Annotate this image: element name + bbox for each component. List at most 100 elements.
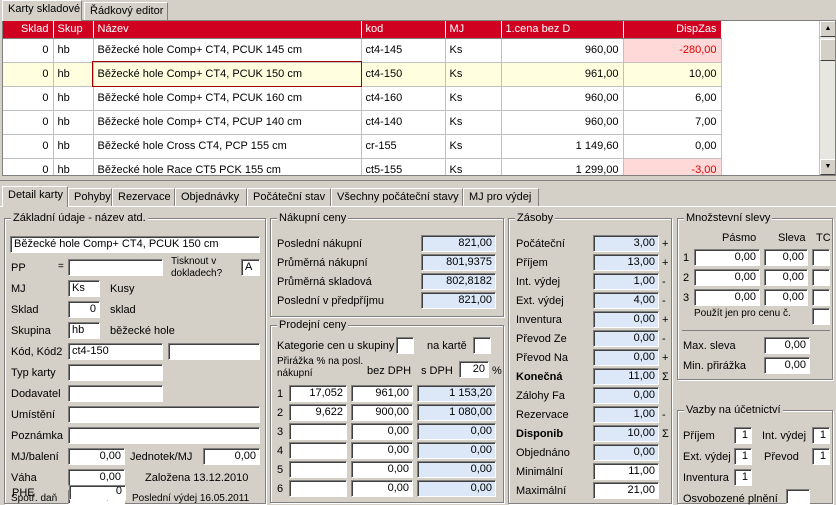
tab-karty-skladove[interactable]: Karty skladové	[2, 0, 82, 21]
col-header-mj[interactable]: MJ	[445, 21, 502, 39]
cena-bez-dph-field[interactable]: 0,00	[351, 423, 413, 440]
cell-sklad[interactable]: 0	[3, 38, 54, 63]
cell-mj[interactable]: Ks	[445, 134, 502, 159]
prumerna-skladova-field[interactable]: 802,8182	[421, 273, 496, 290]
tab-vsechny-pocatecni-stavy[interactable]: Všechny počáteční stavy	[331, 188, 463, 206]
mj-field[interactable]: Ks	[68, 280, 100, 297]
cena-s-dph-field[interactable]: 0,00	[417, 461, 496, 478]
cell-dispzas[interactable]: -3,00	[623, 158, 722, 175]
cell-nazev[interactable]: Běžecké hole Comp+ CT4, PCUP 140 cm	[93, 110, 362, 135]
tab-rezervace[interactable]: Rezervace	[112, 188, 175, 206]
cell-skup[interactable]: hb	[53, 62, 94, 87]
cell-kod[interactable]: cr-155	[361, 134, 446, 159]
cell-dispzas[interactable]: 0,00	[623, 134, 722, 159]
cell-mj[interactable]: Ks	[445, 158, 502, 175]
cell-skup[interactable]: hb	[53, 134, 94, 159]
table-row[interactable]: 0 hb Běžecké hole Cross CT4, PCP 155 cm …	[3, 134, 722, 159]
na-karte-checkbox[interactable]	[473, 337, 491, 354]
phe-field[interactable]: 0	[69, 485, 126, 500]
scroll-down-icon[interactable]: ▼	[820, 159, 835, 175]
kod2-field[interactable]	[168, 343, 260, 360]
cell-cena[interactable]: 960,00	[501, 86, 624, 111]
prirazka-field[interactable]	[289, 480, 347, 497]
sleva-field[interactable]: 0,00	[764, 269, 808, 286]
posledni-predprijem-field[interactable]: 821,00	[421, 292, 496, 309]
tc-checkbox[interactable]	[812, 269, 830, 286]
cell-skup[interactable]: hb	[53, 110, 94, 135]
table-row[interactable]: 0 hb Běžecké hole Comp+ CT4, PCUK 145 cm…	[3, 38, 722, 63]
prirazka-field[interactable]	[289, 442, 347, 459]
prevod-field[interactable]: 1	[812, 448, 830, 465]
col-header-nazev[interactable]: Název	[93, 21, 362, 39]
cell-sklad[interactable]: 0	[3, 62, 54, 87]
zasoby-value-inventura[interactable]: 0,00	[593, 311, 659, 328]
cell-dispzas[interactable]: -280,00	[623, 38, 722, 63]
min-prirazka-field[interactable]: 0,00	[764, 357, 810, 374]
cell-dispzas[interactable]: 10,00	[623, 62, 722, 87]
tab-radkovy-editor[interactable]: Řádkový editor	[84, 2, 168, 20]
poznamka-field[interactable]	[68, 427, 260, 444]
skupina-field[interactable]: hb	[68, 322, 100, 339]
col-header-kod[interactable]: kod	[361, 21, 446, 39]
prumerna-nakupni-field[interactable]: 801,9375	[421, 254, 496, 271]
cell-kod[interactable]: ct4-150	[361, 62, 446, 87]
cell-kod[interactable]: ct4-160	[361, 86, 446, 111]
col-header-dispzas[interactable]: DispZas	[623, 21, 722, 39]
cell-mj[interactable]: Ks	[445, 86, 502, 111]
prirazka-field[interactable]: 17,052	[289, 385, 347, 402]
prirazka-field[interactable]	[289, 461, 347, 478]
cell-skup[interactable]: hb	[53, 86, 94, 111]
inventura-field[interactable]: 1	[734, 469, 752, 486]
cell-cena[interactable]: 1 149,60	[501, 134, 624, 159]
int-vydej-field[interactable]: 1	[812, 427, 830, 444]
cena-s-dph-field[interactable]: 1 080,00	[417, 404, 496, 421]
cell-sklad[interactable]: 0	[3, 134, 54, 159]
pasmo-field[interactable]: 0,00	[694, 249, 760, 266]
zasoby-value-ext-vydej[interactable]: 4,00	[593, 292, 659, 309]
kategorie-cen-checkbox[interactable]	[396, 337, 414, 354]
kod-field[interactable]: ct4-150	[68, 343, 163, 360]
cell-cena[interactable]: 961,00	[501, 62, 624, 87]
cell-kod[interactable]: ct4-145	[361, 38, 446, 63]
tab-objednavky[interactable]: Objednávky	[175, 188, 247, 206]
col-header-skup[interactable]: Skup	[53, 21, 94, 39]
cell-nazev[interactable]: Běžecké hole Race CT5 PCK 155 cm	[93, 158, 362, 175]
dph-rate-field[interactable]: 20	[459, 361, 489, 378]
cell-dispzas[interactable]: 6,00	[623, 86, 722, 111]
cena-s-dph-field[interactable]: 0,00	[417, 442, 496, 459]
sleva-field[interactable]: 0,00	[764, 289, 808, 306]
zasoby-value-objednano[interactable]: 0,00	[593, 444, 659, 461]
cena-bez-dph-field[interactable]: 0,00	[351, 442, 413, 459]
vaha-field[interactable]: 0,00	[68, 469, 125, 486]
cell-sklad[interactable]: 0	[3, 110, 54, 135]
cell-cena[interactable]: 1 299,00	[501, 158, 624, 175]
zasoby-value-maximalni[interactable]: 21,00	[593, 482, 659, 499]
cell-nazev[interactable]: Běžecké hole Comp+ CT4, PCUK 160 cm	[93, 86, 362, 111]
nazev-field[interactable]: Běžecké hole Comp+ CT4, PCUK 150 cm	[10, 236, 260, 253]
grid-vertical-scrollbar[interactable]: ▲ ▼	[819, 21, 835, 175]
splitter[interactable]	[0, 180, 836, 181]
jednotek-mj-field[interactable]: 0,00	[203, 448, 260, 465]
cell-nazev-editing[interactable]: Běžecké hole Comp+ CT4, PCUK 150 cm	[92, 61, 362, 87]
tab-pohyby[interactable]: Pohyby	[68, 188, 112, 206]
pasmo-field[interactable]: 0,00	[694, 269, 760, 286]
tc-checkbox[interactable]	[812, 249, 830, 266]
table-row[interactable]: 0 hb Běžecké hole Race CT5 PCK 155 cm ct…	[3, 158, 722, 175]
sklad-field[interactable]: 0	[68, 301, 100, 318]
table-row[interactable]: 0 hb Běžecké hole Comp+ CT4, PCUK 160 cm…	[3, 86, 722, 111]
scroll-thumb[interactable]	[820, 39, 835, 61]
cell-skup[interactable]: hb	[53, 38, 94, 63]
posledni-nakupni-field[interactable]: 821,00	[421, 235, 496, 252]
zasoby-value-int-vydej[interactable]: 1,00	[593, 273, 659, 290]
osvobozene-plneni-field[interactable]	[786, 489, 810, 504]
pouzit-field[interactable]	[812, 308, 830, 325]
typ-karty-field[interactable]	[68, 364, 163, 381]
prijem-field[interactable]: 1	[734, 427, 752, 444]
zasoby-value-konecna[interactable]: 11,00	[593, 368, 659, 385]
sleva-field[interactable]: 0,00	[764, 249, 808, 266]
cell-kod[interactable]: ct4-140	[361, 110, 446, 135]
tisknout-field[interactable]: A	[241, 259, 260, 276]
prirazka-field[interactable]	[289, 423, 347, 440]
cell-cena[interactable]: 960,00	[501, 110, 624, 135]
pasmo-field[interactable]: 0,00	[694, 289, 760, 306]
